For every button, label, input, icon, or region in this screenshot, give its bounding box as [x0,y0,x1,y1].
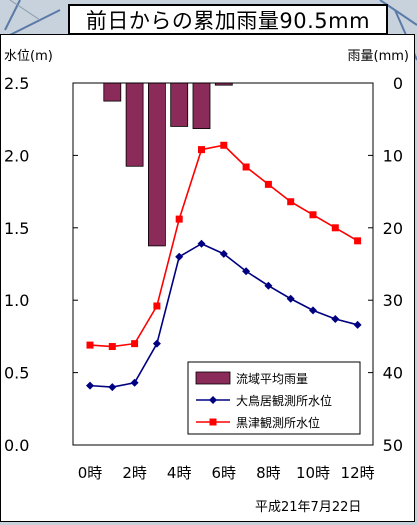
y-left-tick-label: 2.5 [4,74,29,93]
rain-bar [147,82,166,247]
x-tick-label: 2時 [122,464,147,482]
oshimai-water-level-point [242,267,251,276]
kurotsu-water-level-point [131,340,139,348]
y-axis-right-label: 雨量(mm) [348,49,409,64]
rain-bar [192,82,211,130]
y-left-tick-label: 1.0 [4,291,29,310]
kurotsu-water-level-point [153,302,161,310]
y-right-tick-label: 30 [383,291,403,310]
oshimai-water-level-point [264,281,273,290]
oshimai-water-level-point [197,239,206,248]
y-axis-left-label: 水位(m) [4,49,53,64]
x-tick-label: 8時 [256,464,281,482]
kurotsu-water-level-point [220,141,228,149]
kurotsu-water-level-point [331,224,339,232]
legend-swatch-bar [195,371,231,385]
y-left-tick-label: 2.0 [4,146,29,165]
rain-bar [103,82,122,102]
oshimai-water-level-point [353,320,362,329]
oshimai-water-level-point [130,378,139,387]
x-tick-label: 0時 [78,464,103,482]
oshimai-water-level-point [86,381,94,390]
kurotsu-water-level-point [86,341,94,349]
legend-label: 流域平均雨量 [236,372,308,386]
legend-swatch-marker [209,418,217,426]
y-left-tick-label: 0.5 [4,364,29,383]
y-left-tick-label: 0.0 [4,436,29,455]
kurotsu-water-level-point [108,343,116,351]
kurotsu-water-level-point [309,211,317,219]
oshimai-water-level-point [219,249,228,258]
x-tick-label: 10時 [296,464,330,482]
legend-label: 黒津観測所水位 [236,415,320,430]
rain-bar [170,82,189,127]
oshimai-water-level-point [286,294,295,303]
plot-frame [72,82,374,446]
kurotsu-water-level-point [287,198,295,206]
y-right-tick-label: 0 [393,74,403,93]
oshimai-water-level-point [108,383,117,392]
x-tick-label: 6時 [212,464,237,482]
y-right-tick-label: 20 [383,219,403,238]
kurotsu-water-level-point [198,146,205,154]
y-right-tick-label: 40 [383,364,403,383]
rain-bar [125,82,144,167]
chart-title: 前日からの累加雨量90.5mm [68,4,388,35]
kurotsu-water-level-point [175,215,183,223]
kurotsu-water-level-point [264,180,272,188]
y-right-tick-label: 10 [383,146,403,165]
y-left-tick-label: 1.5 [4,219,29,238]
kurotsu-water-level-line [89,144,359,348]
x-tick-label: 12時 [341,464,375,482]
x-tick-label: 4時 [167,464,192,482]
date-label: 平成21年7月22日 [255,500,362,515]
kurotsu-water-level-point [354,237,362,245]
oshimai-water-level-point [175,252,184,261]
oshimai-water-level-point [331,315,340,324]
legend-label: 大鳥居観測所水位 [236,393,332,408]
kurotsu-water-level-point [242,163,250,171]
oshimai-water-level-point [309,306,317,315]
y-right-tick-label: 50 [383,436,403,455]
legend-swatch-marker [209,396,217,404]
oshimai-water-level-point [152,339,161,348]
